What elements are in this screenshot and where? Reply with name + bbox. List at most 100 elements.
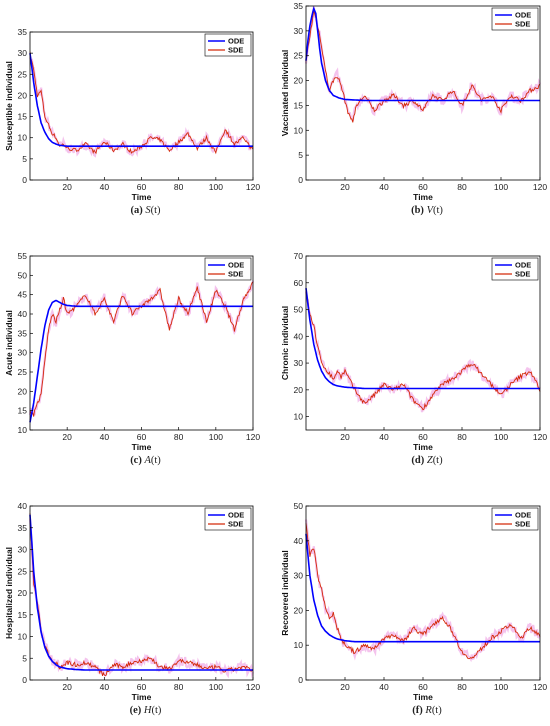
legend-label-sde: SDE — [228, 270, 243, 279]
y-tick-label: 20 — [294, 76, 304, 86]
panel-caption: (a) S(t) — [130, 205, 161, 216]
x-tick-label: 20 — [340, 432, 350, 442]
x-tick-label: 20 — [340, 682, 350, 692]
sde-series-line — [305, 10, 541, 123]
y-tick-label: 15 — [18, 610, 28, 620]
x-tick-label: 40 — [100, 682, 110, 692]
legend-label-ode: ODE — [515, 11, 531, 20]
x-tick-label: 120 — [246, 682, 260, 692]
y-tick-label: 10 — [18, 425, 28, 435]
plot-area — [306, 256, 540, 430]
chart-panel-6: 20 40 60 80 100 120 0 10 20 30 40 50 Time Recovered i… — [280, 501, 547, 716]
legend-label-ode: ODE — [515, 261, 531, 270]
y-tick-label: 0 — [298, 675, 303, 685]
caption-arg: (t) — [433, 455, 443, 466]
y-tick-label: 20 — [18, 90, 28, 100]
x-tick-label: 100 — [209, 182, 223, 192]
y-tick-label: 30 — [294, 26, 304, 36]
x-tick-label: 80 — [457, 682, 467, 692]
chart-panel-5: 20 40 60 80 100 120 0 5 10 15 20 25 30 35 40 Time Hospit… — [4, 501, 260, 716]
caption-arg: (t) — [433, 205, 443, 216]
y-tick-label: 50 — [294, 305, 304, 315]
y-tick-label: 20 — [294, 385, 304, 395]
ode-series-line — [29, 53, 253, 147]
x-tick-label: 20 — [62, 182, 72, 192]
ode-series-line — [305, 533, 540, 643]
y-axis-label: Chronic individual — [280, 306, 290, 380]
caption-var: Z — [427, 455, 433, 466]
y-tick-label: 20 — [18, 588, 28, 598]
caption-arg: (t) — [151, 205, 161, 216]
x-tick-label: 120 — [533, 432, 547, 442]
x-tick-label: 80 — [174, 682, 184, 692]
y-tick-label: 10 — [18, 632, 28, 642]
y-tick-label: 15 — [18, 112, 28, 122]
sde-series-line — [305, 289, 541, 411]
caption-arg: (t) — [151, 455, 161, 466]
y-tick-label: 25 — [18, 367, 28, 377]
x-tick-label: 100 — [494, 432, 508, 442]
caption-tag: (e) — [130, 705, 144, 716]
ode-series-line — [305, 288, 540, 390]
x-tick-label: 60 — [418, 432, 428, 442]
panel-caption: (c) A(t) — [130, 455, 161, 466]
x-tick-label: 40 — [379, 182, 389, 192]
y-tick-label: 20 — [18, 386, 28, 396]
y-tick-label: 25 — [294, 51, 304, 61]
ode-series-line — [305, 5, 540, 102]
panel-caption: (e) H(t) — [130, 705, 162, 716]
y-tick-label: 40 — [294, 331, 304, 341]
legend-label-sde: SDE — [515, 520, 530, 529]
y-tick-label: 0 — [22, 675, 27, 685]
legend-label-sde: SDE — [515, 20, 530, 29]
sde-series-line — [305, 523, 541, 660]
plot-area — [306, 6, 540, 180]
y-tick-label: 10 — [294, 640, 304, 650]
y-tick-label: 70 — [294, 251, 304, 261]
y-tick-label: 30 — [18, 348, 28, 358]
y-tick-label: 30 — [294, 571, 304, 581]
x-tick-label: 20 — [340, 182, 350, 192]
x-tick-label: 80 — [457, 432, 467, 442]
sde-series-line — [29, 512, 254, 677]
x-axis-label: Time — [132, 692, 152, 702]
y-axis-label: Vaccinated individual — [280, 50, 290, 136]
y-tick-label: 35 — [294, 1, 304, 11]
x-tick-label: 100 — [209, 432, 223, 442]
legend-label-sde: SDE — [228, 520, 243, 529]
x-tick-label: 60 — [418, 182, 428, 192]
y-tick-label: 20 — [294, 605, 304, 615]
y-axis-label: Recovered individual — [280, 550, 290, 636]
x-tick-label: 100 — [494, 182, 508, 192]
legend-label-ode: ODE — [228, 37, 244, 46]
x-tick-label: 40 — [379, 682, 389, 692]
y-tick-label: 5 — [298, 150, 303, 160]
caption-var: R — [424, 705, 432, 716]
legend-label-ode: ODE — [515, 511, 531, 520]
caption-var: V — [427, 205, 435, 216]
ode-series-line — [29, 299, 253, 423]
y-tick-label: 30 — [18, 545, 28, 555]
x-tick-label: 60 — [137, 182, 147, 192]
plot-area — [30, 32, 253, 180]
y-tick-label: 50 — [294, 501, 304, 511]
x-axis-label: Time — [413, 442, 433, 452]
x-axis-label: Time — [413, 692, 433, 702]
sde-band-line — [28, 280, 255, 418]
ode-series-line — [29, 514, 253, 671]
y-axis-label: Susceptible individual — [4, 61, 14, 151]
sde-band-line — [304, 519, 541, 663]
legend-label-ode: ODE — [228, 511, 244, 520]
x-tick-label: 80 — [174, 182, 184, 192]
panel-caption: (f) R(t) — [412, 705, 442, 716]
caption-tag: (f) — [412, 705, 425, 716]
caption-tag: (b) — [411, 205, 426, 216]
x-tick-label: 80 — [174, 432, 184, 442]
legend-label-sde: SDE — [228, 46, 243, 55]
x-axis-label: Time — [413, 192, 433, 202]
